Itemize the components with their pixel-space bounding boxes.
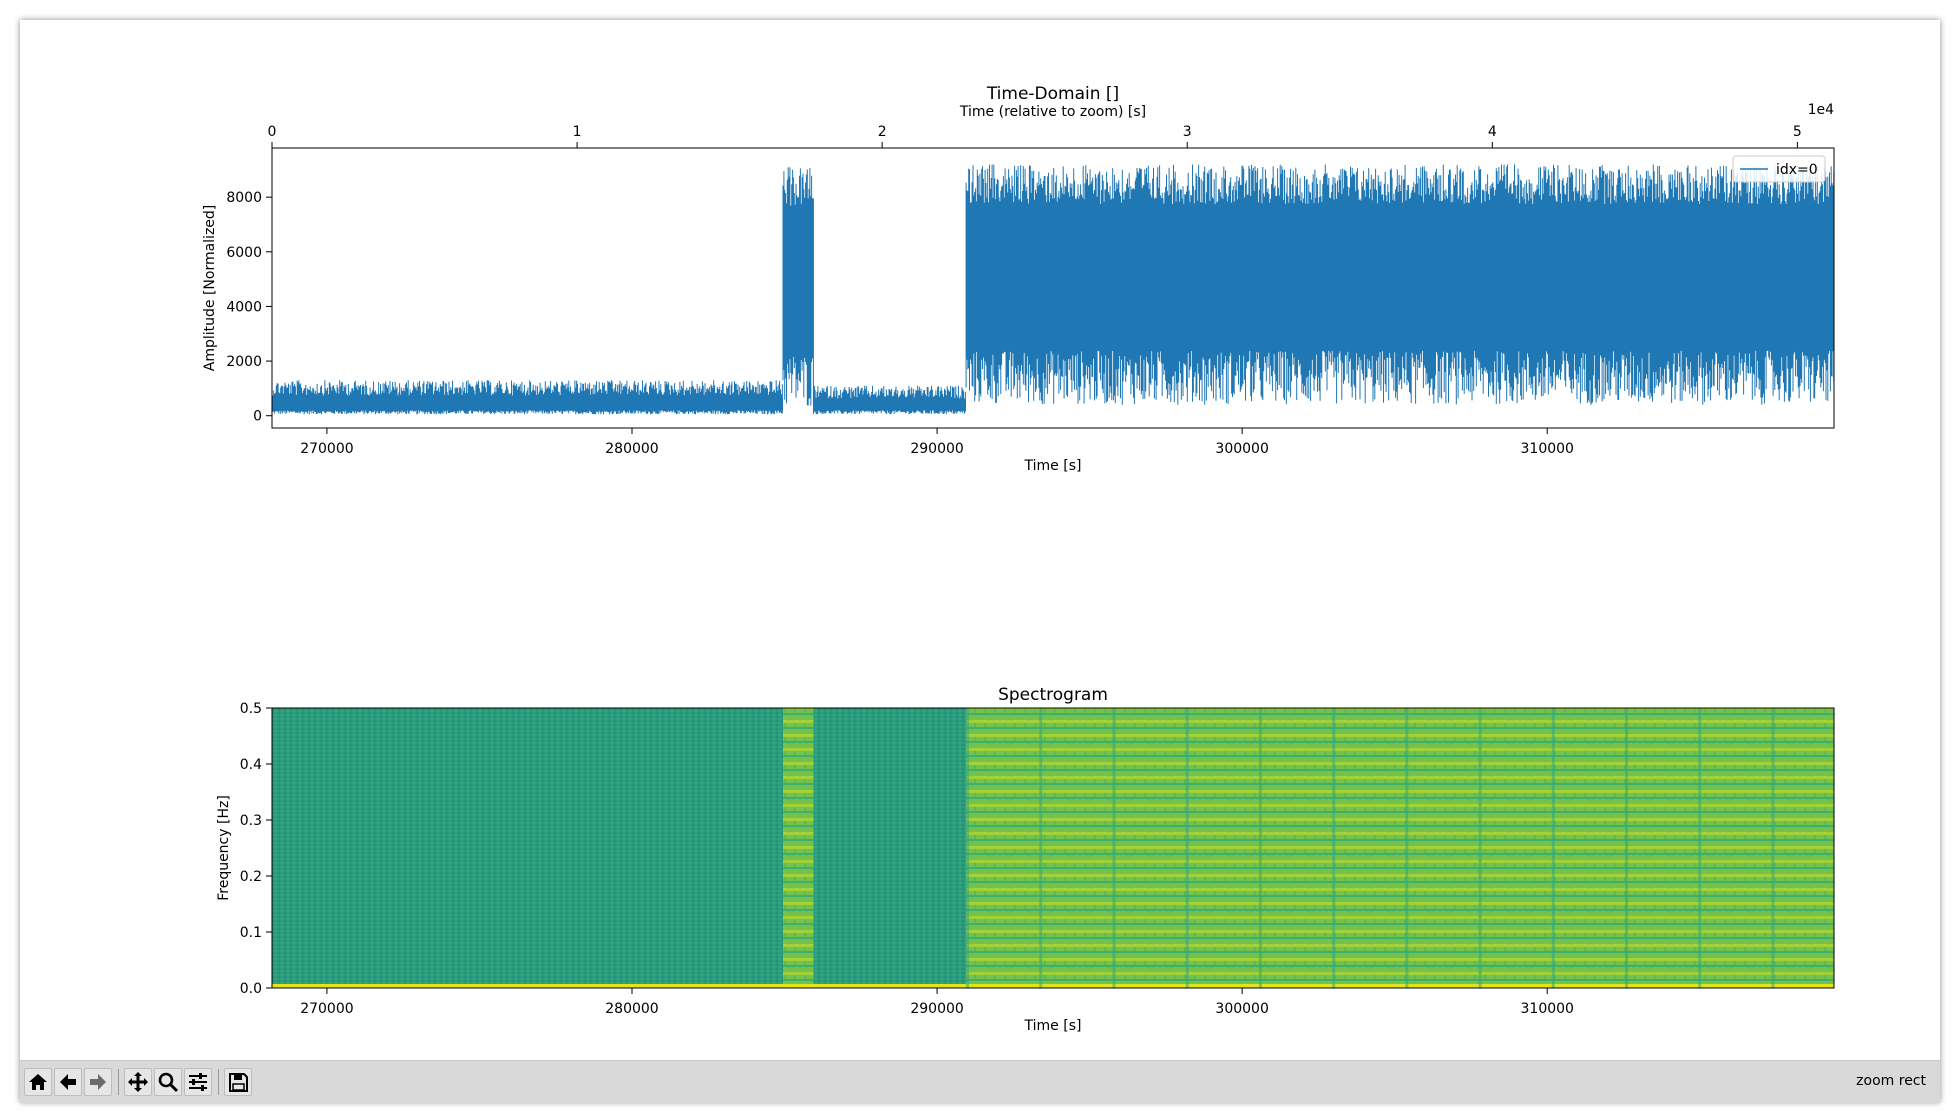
toolbar-separator — [118, 1069, 119, 1095]
spectrogram-stripe — [1625, 708, 1629, 988]
y-tick-label: 0 — [253, 409, 262, 425]
spectrogram-stripe — [1112, 708, 1116, 988]
back-arrow-icon — [60, 1074, 76, 1090]
y-tick-label: 6000 — [226, 245, 262, 261]
figure-window: Time-Domain [] Time (relative to zoom) [… — [20, 20, 1940, 1103]
spectrogram-dc-band — [272, 984, 1834, 988]
time-domain-frame — [271, 147, 1835, 429]
legend: idx=0 — [1732, 155, 1826, 183]
y-tick-label: 0.3 — [240, 813, 262, 829]
spectrogram-frame — [271, 707, 1835, 989]
matplotlib-figure: Time-Domain [] Time (relative to zoom) [… — [20, 20, 1940, 1060]
top-x-tick-label: 2 — [878, 124, 887, 140]
spectrogram-region-1 — [783, 708, 814, 988]
forward-arrow-icon — [90, 1074, 106, 1090]
zoom-button[interactable] — [154, 1068, 182, 1096]
top-x-axis-label: Time (relative to zoom) [s] — [959, 104, 1146, 120]
y-tick-label: 0.0 — [240, 981, 262, 997]
spectrogram-stripe — [1258, 708, 1262, 988]
x-tick-label: 310000 — [1521, 1001, 1574, 1017]
x-tick-label: 290000 — [910, 1001, 963, 1017]
spectrogram-region-2 — [813, 708, 967, 988]
time-domain-axes[interactable]: Time-Domain [] Time (relative to zoom) [… — [202, 84, 1835, 474]
top-x-tick-label: 3 — [1183, 124, 1192, 140]
x-tick-label: 300000 — [1215, 441, 1268, 457]
x-tick-label: 280000 — [605, 441, 658, 457]
spectrogram-axes[interactable]: Spectrogram 0.0 0.1 0.2 0.3 0.4 0.5 270000 280… — [216, 685, 1835, 1034]
x-tick-label: 290000 — [910, 441, 963, 457]
configure-subplots-button[interactable] — [184, 1068, 212, 1096]
time-domain-x-label: Time [s] — [1024, 458, 1082, 474]
spectrogram-stripe — [1039, 708, 1043, 988]
spectrogram-stripe — [1551, 708, 1555, 988]
series-envelope-2 — [813, 400, 967, 411]
home-button[interactable] — [24, 1068, 52, 1096]
y-tick-label: 2000 — [226, 354, 262, 370]
home-icon — [29, 1074, 47, 1090]
y-tick-label: 0.2 — [240, 869, 262, 885]
spectrogram-x-label: Time [s] — [1024, 1018, 1082, 1034]
top-x-tick-label: 4 — [1488, 124, 1497, 140]
y-ticks: 0 2000 4000 6000 8000 — [226, 190, 272, 425]
y-tick-label: 8000 — [226, 190, 262, 206]
x-tick-label: 300000 — [1215, 1001, 1268, 1017]
navigation-toolbar: zoom rect — [20, 1060, 1940, 1103]
spectrogram-title: Spectrogram — [998, 685, 1108, 705]
spectrogram-stripe — [966, 708, 970, 988]
legend-entry: idx=0 — [1776, 162, 1818, 178]
spectrogram-stripe — [1405, 708, 1409, 988]
spectrogram-stripe — [1332, 708, 1336, 988]
series-envelope-1 — [783, 211, 814, 354]
time-domain-y-label: Amplitude [Normalized] — [202, 205, 218, 372]
pan-button[interactable] — [124, 1068, 152, 1096]
status-message: zoom rect — [1856, 1073, 1926, 1089]
zoom-magnifier-icon — [158, 1072, 179, 1093]
time-domain-title: Time-Domain [] — [986, 84, 1119, 104]
pan-move-icon — [128, 1072, 148, 1092]
x-tick-label: 280000 — [605, 1001, 658, 1017]
series-envelope-0 — [272, 397, 784, 411]
top-x-tick-label: 1 — [573, 124, 582, 140]
series-envelope-3 — [966, 209, 1834, 351]
spectrogram-image — [272, 708, 1834, 988]
spectrogram-y-label: Frequency [Hz] — [216, 795, 232, 901]
forward-button[interactable] — [84, 1068, 112, 1096]
spectrogram-stripe — [1698, 708, 1702, 988]
save-button[interactable] — [224, 1068, 252, 1096]
x-ticks: 270000 280000 290000 300000 310000 — [300, 428, 1574, 457]
configure-sliders-icon — [189, 1073, 207, 1091]
spectrogram-stripe — [1478, 708, 1482, 988]
top-x-offset-label: 1e4 — [1808, 102, 1835, 118]
frequency-ticks: 0.0 0.1 0.2 0.3 0.4 0.5 — [240, 701, 272, 997]
spectrogram-stripe — [1771, 708, 1775, 988]
spectrogram-stripe — [1185, 708, 1189, 988]
spectrogram-region-0 — [272, 708, 784, 988]
spectrogram-region-3 — [966, 708, 1834, 988]
save-floppy-icon — [229, 1073, 248, 1092]
legend-box — [1732, 155, 1826, 183]
top-x-tick-label: 5 — [1793, 124, 1802, 140]
x-tick-label: 270000 — [300, 441, 353, 457]
x-tick-label: 270000 — [300, 1001, 353, 1017]
x-ticks: 270000 280000 290000 300000 310000 — [300, 988, 1574, 1017]
time-series-plot — [272, 164, 1834, 415]
top-x-tick-label: 0 — [268, 124, 277, 140]
toolbar-separator — [218, 1069, 219, 1095]
back-button[interactable] — [54, 1068, 82, 1096]
y-tick-label: 0.1 — [240, 925, 262, 941]
x-tick-label: 310000 — [1521, 441, 1574, 457]
top-x-ticks: 0 1 2 3 4 5 — [268, 124, 1802, 148]
y-tick-label: 0.5 — [240, 701, 262, 717]
y-tick-label: 4000 — [226, 299, 262, 315]
y-tick-label: 0.4 — [240, 757, 262, 773]
